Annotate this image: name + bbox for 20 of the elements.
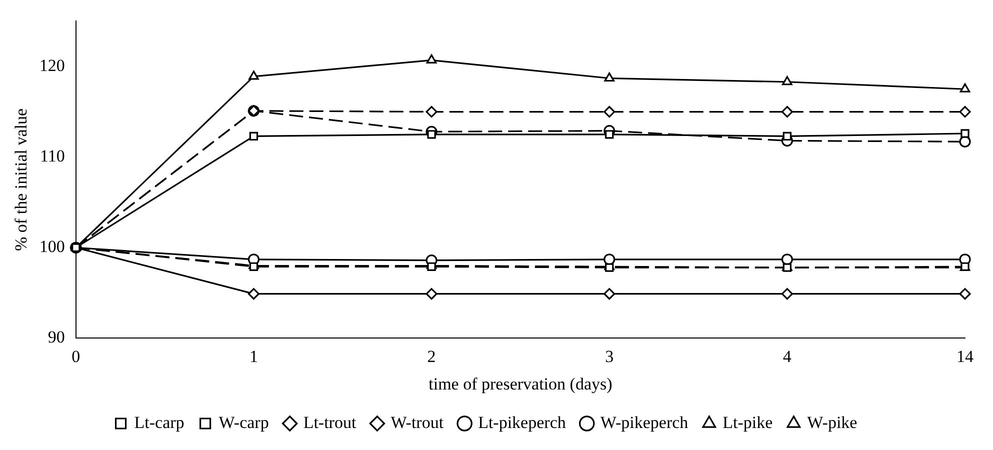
y-tick-label: 110 [40,146,65,166]
x-tick-label: 0 [72,346,80,366]
legend-label: W-carp [218,412,269,432]
legend-label: Lt-pikeperch [478,412,566,432]
legend-label: W-pikeperch [600,412,689,432]
legend-label: W-trout [390,412,444,432]
x-tick-label: 3 [605,346,614,366]
x-tick-label: 2 [427,346,436,366]
legend-label: Lt-carp [134,412,184,432]
x-axis-title: time of preservation (days) [428,374,612,394]
y-tick-label: 120 [39,56,65,75]
x-tick-label: 14 [956,346,974,366]
x-tick-label: 1 [249,346,258,366]
x-tick-label: 4 [782,346,792,366]
legend-label: Lt-pike [722,412,773,432]
legend-label: W-pike [807,412,858,432]
legend-label: Lt-trout [303,412,356,432]
y-tick-label: 90 [48,328,65,347]
y-tick-label: 100 [39,237,65,256]
y-axis-title: % of the initial value [12,108,31,251]
